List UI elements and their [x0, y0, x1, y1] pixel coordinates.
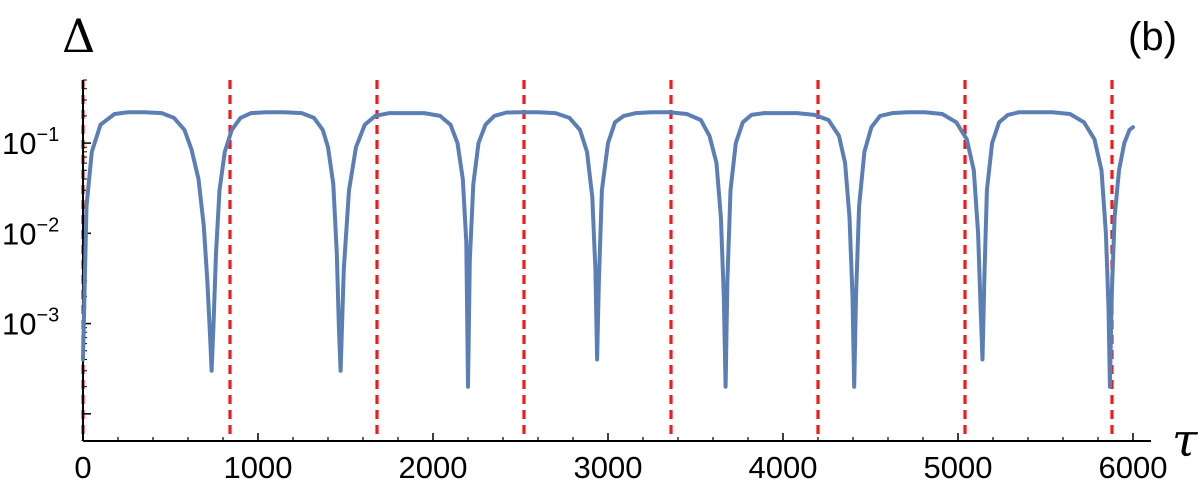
x-tick-label: 4000 [749, 450, 818, 485]
x-tick-label: 1000 [224, 450, 293, 485]
y-tick-label: 10−3 [2, 305, 59, 342]
x-tick-label: 5000 [924, 450, 993, 485]
y-tick-labels: 10−1 10−2 10−3 [2, 124, 59, 341]
panel-label: (b) [1128, 15, 1177, 59]
vertical-lines-group [81, 80, 1114, 441]
y-tick-label: 10−2 [2, 214, 59, 251]
axes-group [82, 79, 1151, 442]
x-axis-title: τ [1172, 413, 1199, 467]
x-tick-label: 3000 [574, 450, 643, 485]
series-line-0 [81, 110, 1135, 389]
x-tick-label: 6000 [1099, 450, 1168, 485]
y-tick-label: 10−1 [2, 124, 59, 161]
y-axis-title: Δ [62, 9, 95, 63]
x-tick-labels: 0 1000 2000 3000 4000 5000 6000 [74, 450, 1167, 485]
x-tick-label: 2000 [399, 450, 468, 485]
x-tick-label: 0 [74, 450, 91, 485]
series-group [81, 110, 1135, 389]
